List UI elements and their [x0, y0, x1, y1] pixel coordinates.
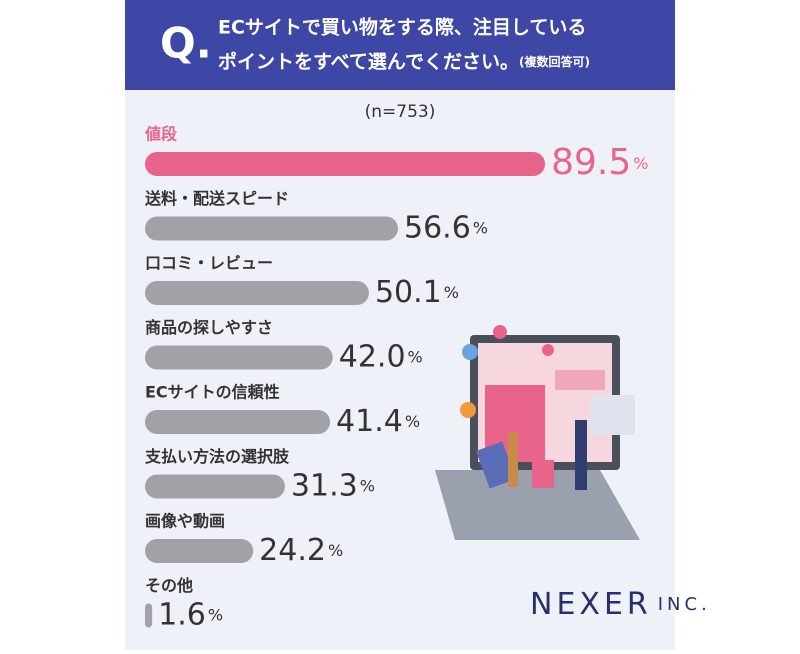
value-unit: % [360, 476, 375, 495]
title-text: ポイントをすべて選んでください。 [218, 50, 519, 73]
logo-suffix: INC. [658, 594, 711, 615]
value-label: 50.1% [375, 275, 459, 310]
category-label: その他 [145, 576, 193, 595]
category-label: 送料・配送スピード [144, 189, 289, 208]
category-label: 画像や動画 [145, 512, 225, 531]
value-label: 42.0% [339, 339, 423, 374]
category-label: 口コミ・レビュー [145, 254, 273, 273]
value-unit: % [405, 412, 420, 431]
value-number: 42.0 [339, 339, 406, 374]
value-number: 31.3 [291, 468, 358, 503]
title-note: (複数回答可) [519, 54, 590, 69]
illustration [435, 325, 640, 540]
value-number: 50.1 [375, 275, 442, 310]
value-number: 41.4 [336, 404, 403, 439]
value-unit: % [408, 347, 423, 366]
category-label: 支払い方法の選択肢 [144, 447, 290, 466]
bar [145, 281, 369, 305]
bar [145, 152, 546, 176]
value-unit: % [473, 218, 488, 237]
value-number: 89.5 [551, 142, 631, 183]
header [125, 0, 675, 90]
value-unit: % [328, 541, 343, 560]
bar [145, 345, 333, 370]
value-number: 1.6 [158, 597, 206, 632]
subtitle: (n=753) [365, 102, 436, 122]
bar [145, 603, 153, 628]
value-label: 24.2% [259, 533, 343, 568]
value-label: 31.3% [291, 468, 375, 503]
title-line: ポイントをすべて選んでください。(複数回答可) [218, 50, 590, 73]
category-label: 値段 [144, 125, 178, 144]
value-label: 56.6% [404, 210, 488, 245]
value-unit: % [444, 283, 459, 302]
category-label: 商品の探しやすさ [145, 318, 273, 337]
logo-text: NEXER [530, 587, 652, 622]
value-label: 41.4% [336, 404, 420, 439]
value-label: 1.6% [158, 597, 223, 632]
bar [145, 474, 285, 499]
bar [145, 216, 399, 241]
bar [145, 410, 331, 434]
question-label: Q. [160, 19, 212, 68]
title-line: ECサイトで買い物をする際、注目している [218, 16, 586, 39]
logo: NEXER INC. [530, 587, 711, 622]
value-unit: % [633, 154, 648, 173]
category-label: ECサイトの信頼性 [145, 383, 280, 402]
value-unit: % [208, 605, 223, 624]
value-number: 56.6 [404, 210, 471, 245]
bar [145, 539, 254, 563]
value-label: 89.5% [551, 142, 648, 183]
value-number: 24.2 [259, 533, 326, 568]
